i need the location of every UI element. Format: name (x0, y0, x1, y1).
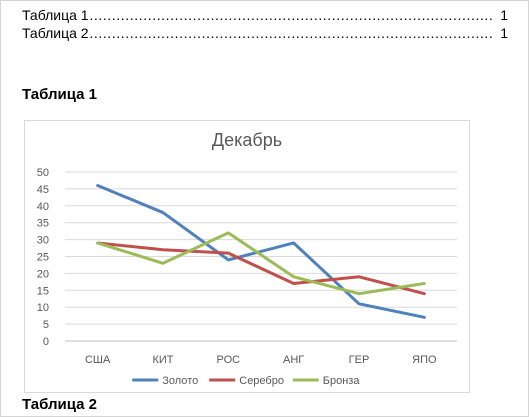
y-tick-label: 40 (37, 201, 49, 213)
toc-entry-table2[interactable]: ........................................… (22, 24, 508, 42)
series-line-Серебро (96, 241, 426, 296)
toc-leader-dots: ........................................… (22, 25, 494, 41)
y-tick-label: 15 (37, 285, 49, 297)
y-tick-label: 5 (43, 319, 49, 331)
chart-title: Декабрь (211, 130, 283, 150)
x-tick-label: США (85, 354, 111, 366)
y-tick-label: 35 (37, 218, 49, 230)
x-tick-label: РОС (217, 354, 241, 366)
chart-container[interactable]: Декабрь 0 5 10 15 20 25 30 35 40 45 50 США КИТ РОС АНГ… (24, 120, 470, 393)
x-tick-label: КИТ (152, 354, 173, 366)
legend-label: Бронза (323, 375, 361, 387)
toc-leader-dots: ........................................… (22, 7, 494, 23)
y-tick-label: 45 (37, 184, 49, 196)
y-tick-label: 30 (37, 235, 49, 247)
legend-label: Золото (162, 375, 198, 387)
x-tick-label: ЯПО (412, 354, 437, 366)
y-tick-label: 20 (37, 268, 49, 280)
y-tick-label: 25 (37, 252, 49, 264)
toc-entry-page: 1 (498, 6, 508, 24)
y-tick-label: 0 (43, 336, 49, 348)
toc-entry-label: Таблица 1 (22, 6, 90, 24)
y-tick-label: 10 (37, 302, 49, 314)
legend-label: Серебро (239, 375, 284, 387)
x-tick-label: ГЕР (349, 354, 370, 366)
toc-entry-table1[interactable]: ........................................… (22, 6, 508, 24)
series-line-Бронза (96, 231, 426, 296)
x-tick-label: АНГ (283, 354, 304, 366)
y-tick-label: 50 (37, 167, 49, 179)
heading-table2: Таблица 2 (22, 396, 98, 413)
line-chart: 0 5 10 15 20 25 30 35 40 45 50 США КИТ РОС АНГ ГЕР ЯПО Зо… (37, 167, 457, 387)
heading-table1: Таблица 1 (22, 86, 98, 103)
toc-entry-page: 1 (498, 24, 508, 42)
series-line-Золото (96, 184, 426, 319)
toc-entry-label: Таблица 2 (22, 24, 90, 42)
